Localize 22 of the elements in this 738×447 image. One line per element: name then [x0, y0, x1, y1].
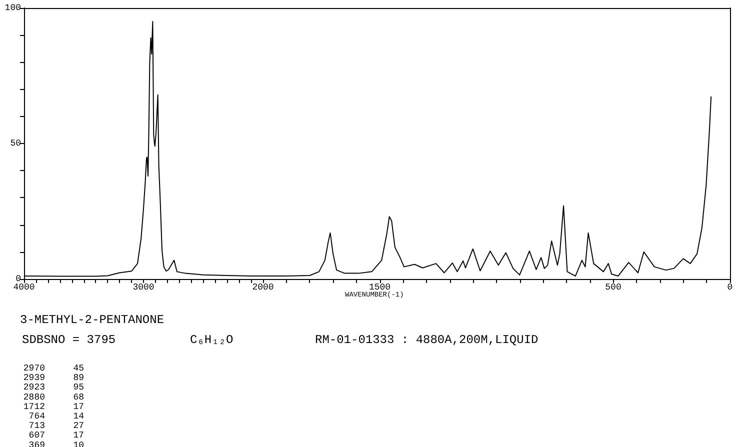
- x-tick-label: 4000: [13, 282, 35, 292]
- text: 764 14: [28, 412, 84, 422]
- x-tick-label: 2000: [252, 282, 274, 292]
- text: 3-METHYL-2-PENTANONE: [20, 313, 164, 327]
- y-tick-label: 50: [10, 138, 21, 148]
- x-tick-label: 3000: [132, 282, 154, 292]
- text: SDBSNO = 3795: [22, 333, 116, 347]
- text: RM-01-01333 : 4880A,200M,LIQUID: [315, 333, 538, 347]
- text: 2880 68: [23, 392, 84, 402]
- text: 713 27: [28, 421, 84, 432]
- x-tick-label: 1500: [368, 282, 391, 292]
- x-tick-label: 0: [727, 282, 733, 292]
- text: 369 10: [28, 440, 84, 447]
- y-tick-label: 0: [16, 274, 21, 284]
- text: 2970 45: [23, 364, 84, 374]
- x-tick-label: 500: [605, 282, 622, 292]
- text: C₆H₁₂O: [190, 333, 234, 347]
- text: 2923 95: [23, 382, 84, 393]
- text: 607 17: [28, 430, 84, 441]
- y-tick-label: 100: [4, 3, 21, 13]
- text: 1712 17: [23, 402, 84, 412]
- text: 2939 89: [23, 373, 84, 384]
